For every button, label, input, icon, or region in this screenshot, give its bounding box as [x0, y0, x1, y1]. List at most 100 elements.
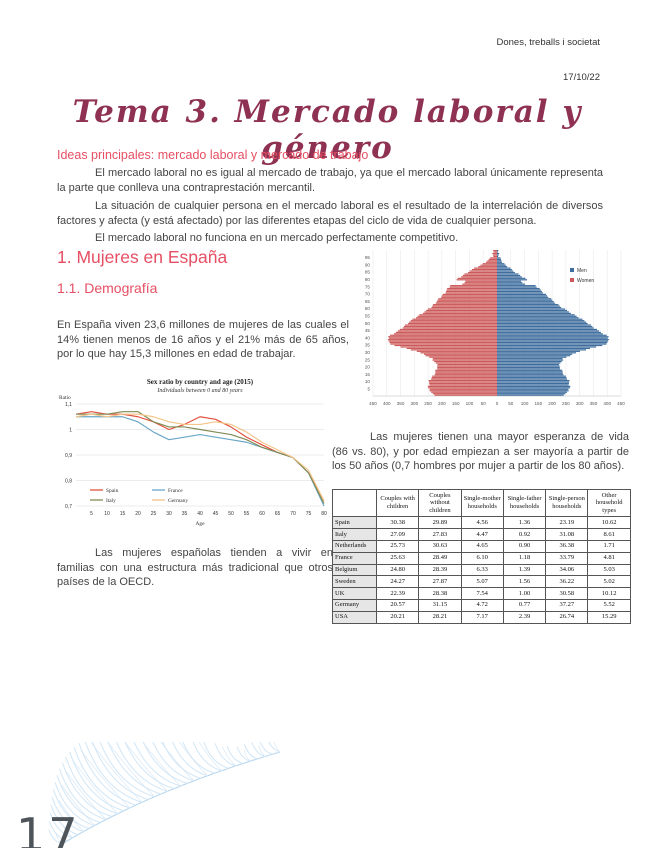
table-cell: 5.03	[587, 563, 631, 577]
table-corner-cell	[332, 488, 377, 518]
svg-text:45: 45	[213, 511, 219, 517]
table-row-label: Sweden	[332, 575, 377, 589]
svg-text:65: 65	[275, 511, 281, 517]
table-cell: 28.38	[418, 587, 462, 600]
table-cell: 28.21	[418, 610, 462, 624]
table-cell: 1.00	[502, 587, 547, 600]
svg-text:20: 20	[365, 365, 371, 370]
ideas-heading: Ideas principales: mercado laboral y mer…	[57, 148, 369, 162]
page-number: 17	[16, 808, 81, 848]
svg-text:25: 25	[151, 511, 157, 517]
table-cell: 27.87	[418, 575, 462, 589]
table-column-header: Couples with children	[375, 488, 420, 518]
paragraph-estructura-familiar: Las mujeres españolas tienden a vivir en…	[57, 547, 333, 589]
svg-text:65: 65	[365, 299, 371, 304]
table-cell: 0.77	[502, 598, 547, 612]
svg-text:75: 75	[306, 511, 312, 517]
svg-text:30: 30	[166, 511, 172, 517]
table-column-header: Couples without children	[418, 488, 462, 518]
svg-text:450: 450	[617, 401, 625, 406]
svg-text:France: France	[168, 488, 183, 494]
paragraph-situacion: La situación de cualquier persona en el …	[57, 200, 603, 227]
svg-text:Women: Women	[577, 278, 594, 284]
table-cell: 36.22	[545, 575, 589, 589]
svg-text:50: 50	[228, 511, 234, 517]
table-cell: 22.39	[375, 587, 420, 600]
svg-text:25: 25	[365, 357, 371, 362]
table-row: Italy 27.09 27.83 4.47 0.92 31.08 8.61	[332, 528, 631, 541]
table-cell: 24.80	[375, 563, 420, 577]
feather-decoration	[48, 742, 281, 845]
svg-text:250: 250	[424, 401, 432, 406]
table-cell: 1.39	[502, 563, 547, 577]
svg-text:90: 90	[365, 262, 371, 267]
svg-text:40: 40	[197, 511, 203, 517]
svg-text:50: 50	[508, 401, 514, 406]
svg-text:0,7: 0,7	[65, 504, 72, 510]
table-row: UK 22.39 28.38 7.54 1.00 30.58 10.12	[332, 587, 631, 600]
paragraph-mercado-trabajo: El mercado laboral no es igual al mercad…	[57, 167, 603, 194]
table-cell: 6.33	[460, 563, 504, 577]
svg-text:45: 45	[365, 328, 371, 333]
svg-text:5: 5	[90, 511, 93, 517]
sex-ratio-chart: Sex ratio by country and age (2015) Indiv…	[59, 378, 327, 527]
svg-text:1: 1	[69, 428, 72, 434]
table-cell: 25.63	[375, 551, 420, 565]
table-cell: 28.49	[418, 551, 462, 565]
svg-text:150: 150	[452, 401, 460, 406]
svg-text:Age: Age	[196, 521, 206, 527]
svg-text:70: 70	[365, 292, 371, 297]
table-cell: 5.52	[587, 598, 631, 612]
svg-text:1,1: 1,1	[65, 402, 72, 408]
svg-text:55: 55	[244, 511, 250, 517]
svg-text:60: 60	[259, 511, 265, 517]
svg-text:350: 350	[590, 401, 598, 406]
svg-text:80: 80	[365, 277, 371, 282]
table-cell: 5.02	[587, 575, 631, 589]
svg-text:300: 300	[576, 401, 584, 406]
svg-text:10: 10	[365, 379, 371, 384]
table-cell: 30.58	[545, 587, 589, 600]
table-cell: 28.39	[418, 563, 462, 577]
svg-text:300: 300	[410, 401, 418, 406]
table-cell: 4.65	[460, 539, 504, 553]
svg-text:15: 15	[365, 372, 371, 377]
svg-text:150: 150	[534, 401, 542, 406]
svg-text:15: 15	[120, 511, 126, 517]
table-cell: 23.19	[545, 516, 589, 530]
table-row-label: USA	[332, 610, 377, 624]
table-cell: 25.73	[375, 539, 420, 553]
svg-text:200: 200	[438, 401, 446, 406]
table-cell: 20.57	[375, 598, 420, 612]
svg-text:350: 350	[397, 401, 405, 406]
table-cell: 10.62	[587, 516, 631, 530]
subsection-heading-demografia: 1.1. Demografía	[57, 280, 158, 296]
svg-text:250: 250	[562, 401, 570, 406]
table-cell: 30.38	[375, 516, 420, 530]
table-cell: 4.56	[460, 516, 504, 530]
table-cell: 7.54	[460, 587, 504, 600]
svg-text:0,9: 0,9	[65, 453, 72, 459]
svg-text:Ratio: Ratio	[59, 395, 71, 401]
svg-text:35: 35	[182, 511, 188, 517]
table-cell: 0.90	[502, 539, 547, 553]
section-heading-mujeres: 1. Mujeres en España	[57, 247, 228, 267]
svg-text:95: 95	[365, 255, 371, 260]
svg-text:200: 200	[548, 401, 556, 406]
table-cell: 29.89	[418, 516, 462, 530]
table-cell: 1.36	[502, 516, 547, 530]
svg-text:450: 450	[369, 401, 377, 406]
svg-text:100: 100	[521, 401, 529, 406]
paragraph-poblacion: En España viven 23,6 millones de mujeres…	[57, 319, 349, 361]
svg-text:Sex ratio by country and age (: Sex ratio by country and age (2015)	[147, 378, 254, 386]
table-column-header: Single-person households	[545, 488, 589, 518]
svg-text:55: 55	[365, 314, 371, 319]
header-course-name: Dones, treballs i societat	[496, 37, 601, 48]
table-column-header: Single-father households	[502, 488, 547, 518]
table-cell: 33.79	[545, 551, 589, 565]
table-cell: 26.74	[545, 610, 589, 624]
table-cell: 20.21	[375, 610, 420, 624]
svg-text:10: 10	[104, 511, 110, 517]
table-cell: 31.15	[418, 598, 462, 612]
paragraph-esperanza-vida: Las mujeres tienen una mayor esperanza d…	[332, 431, 629, 473]
